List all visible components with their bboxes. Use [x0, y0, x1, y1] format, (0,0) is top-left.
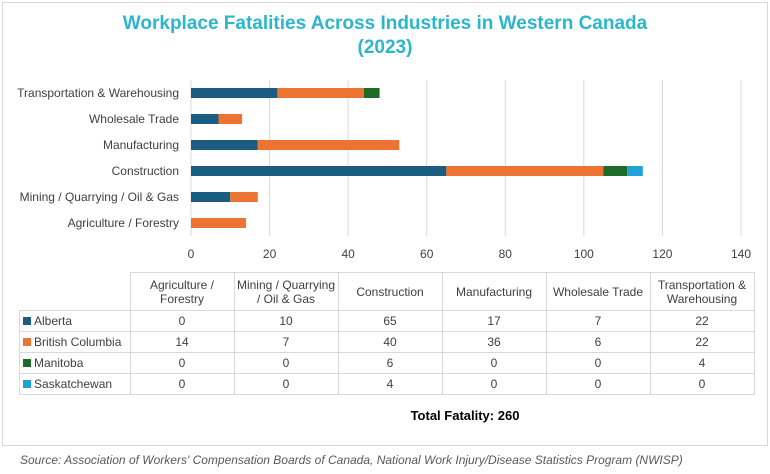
- legend-key: Manitoba: [19, 352, 131, 374]
- category-label: Wholesale Trade: [89, 112, 179, 126]
- x-tick-label: 80: [499, 247, 513, 261]
- table-cell: 0: [441, 373, 547, 395]
- table-cell: 0: [129, 373, 235, 395]
- chart-frame: [2, 2, 768, 446]
- table-cell: 7: [233, 331, 339, 353]
- table-cell: 0: [441, 352, 547, 374]
- table-cell: 22: [649, 331, 755, 353]
- data-table: Agriculture / Forestry Mining / Quarrying…: [19, 272, 755, 395]
- category-label: Transportation & Warehousing: [17, 86, 179, 100]
- table-row: Alberta 0 10 65 17 7 22: [19, 310, 755, 332]
- bar-segment: [191, 192, 231, 202]
- table-cell: 4: [337, 373, 443, 395]
- chart-title-line-2: (2023): [357, 37, 413, 58]
- table-cell: 65: [337, 310, 443, 332]
- bar-segment: [257, 140, 400, 150]
- bar-segment: [191, 140, 258, 150]
- bar-segment: [218, 114, 243, 124]
- series-name: Saskatchewan: [34, 377, 113, 391]
- table-cell: 6: [545, 331, 651, 353]
- table-cell: 40: [337, 331, 443, 353]
- x-tick-label: 60: [420, 247, 434, 261]
- x-tick-label: 40: [341, 247, 355, 261]
- chart-title-line-1: Workplace Fatalities Across Industries i…: [122, 13, 648, 34]
- legend-key: Saskatchewan: [19, 373, 131, 395]
- category-label: Mining / Quarrying / Oil & Gas: [20, 190, 179, 204]
- table-cell: 4: [649, 352, 755, 374]
- legend-swatch-icon: [23, 338, 31, 346]
- chart-title: Workplace Fatalities Across Industries i…: [0, 12, 770, 60]
- table-cell: 36: [441, 331, 547, 353]
- category-label: Manufacturing: [103, 138, 179, 152]
- table-cell: 0: [129, 352, 235, 374]
- legend-key: Alberta: [19, 310, 131, 332]
- column-header: Manufacturing: [441, 272, 547, 311]
- x-tick-label: 0: [188, 247, 195, 261]
- series-name: British Columbia: [34, 335, 122, 349]
- series-name: Alberta: [34, 314, 73, 328]
- bar-segment: [230, 192, 258, 202]
- column-header: Construction: [337, 272, 443, 311]
- bar-segment: [446, 166, 604, 176]
- table-cell: 14: [129, 331, 235, 353]
- table-cell: 0: [233, 373, 339, 395]
- bar-segment: [363, 88, 380, 98]
- x-tick-label: 120: [652, 247, 672, 261]
- legend-swatch-icon: [23, 380, 31, 388]
- legend-key: British Columbia: [19, 331, 131, 353]
- table-cell: 17: [441, 310, 547, 332]
- legend-swatch-icon: [23, 359, 31, 367]
- bar-segment: [191, 218, 246, 228]
- table-cell: 10: [233, 310, 339, 332]
- table-cell: 0: [545, 373, 651, 395]
- x-tick-label: 20: [263, 247, 277, 261]
- x-tick-label: 100: [574, 247, 594, 261]
- table-cell: 0: [545, 352, 651, 374]
- plot-area: 0 20 40 60 80 100 120 140 Agriculture / Forestry…: [17, 80, 751, 261]
- column-header: Transportation & Warehousing: [649, 272, 755, 311]
- table-cell: 0: [649, 373, 755, 395]
- bar-segment: [191, 88, 278, 98]
- column-header: Agriculture / Forestry: [129, 272, 235, 311]
- total-fatality: Total Fatality: 260: [410, 408, 520, 423]
- table-cell: 7: [545, 310, 651, 332]
- table-cell: 22: [649, 310, 755, 332]
- table-cell: 6: [337, 352, 443, 374]
- bar-segment: [191, 166, 447, 176]
- legend-swatch-icon: [23, 317, 31, 325]
- table-cell: 0: [129, 310, 235, 332]
- category-label: Construction: [112, 164, 179, 178]
- x-tick-label: 140: [731, 247, 751, 261]
- bar-segment: [627, 166, 643, 176]
- category-label: Agriculture / Forestry: [68, 216, 179, 230]
- bar-segment: [603, 166, 628, 176]
- table-row: British Columbia 14 7 40 36 6 22: [19, 331, 755, 353]
- table-corner: [19, 272, 131, 311]
- table-row: Manitoba 0 0 6 0 0 4: [19, 352, 755, 374]
- bar-segment: [277, 88, 364, 98]
- source-note: Source: Association of Workers' Compensa…: [20, 453, 683, 467]
- bar-segment: [191, 114, 219, 124]
- table-cell: 0: [233, 352, 339, 374]
- table-row: Saskatchewan 0 0 4 0 0 0: [19, 373, 755, 395]
- series-name: Manitoba: [34, 356, 84, 370]
- column-header: Wholesale Trade: [545, 272, 651, 311]
- column-header: Mining / Quarrying / Oil & Gas: [233, 272, 339, 311]
